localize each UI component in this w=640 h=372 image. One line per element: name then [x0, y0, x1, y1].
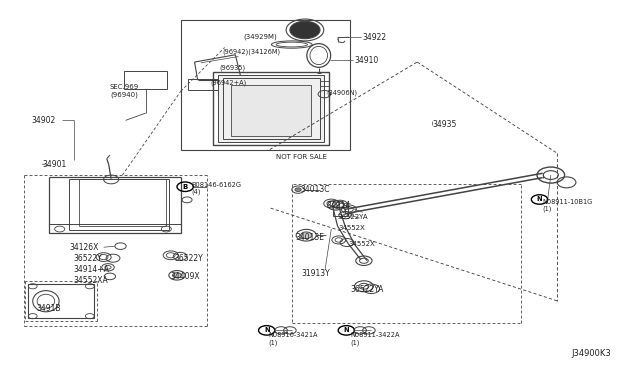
Circle shape [295, 188, 301, 192]
Text: N08916-3421A
(1): N08916-3421A (1) [269, 332, 318, 346]
Text: N: N [344, 327, 349, 333]
Text: 34914: 34914 [326, 201, 351, 210]
Bar [231, 85, 311, 136]
Text: N08911-3422A
(1): N08911-3422A (1) [350, 332, 399, 346]
Text: 31913Y: 31913Y [301, 269, 330, 278]
Text: B: B [182, 184, 188, 190]
Text: NOT FOR SALE: NOT FOR SALE [276, 154, 327, 160]
Text: 34409X: 34409X [171, 272, 200, 281]
Text: 36522Y: 36522Y [74, 254, 102, 263]
Bar [124, 71, 167, 89]
Text: 34910: 34910 [355, 57, 379, 65]
Circle shape [301, 232, 312, 238]
Text: 34914+A: 34914+A [74, 265, 109, 274]
Text: 34013C: 34013C [300, 185, 330, 194]
Text: 34901: 34901 [43, 160, 67, 169]
Text: 36522Y: 36522Y [175, 254, 204, 263]
Bar [180, 20, 350, 150]
Text: N08911-10B1G
(1): N08911-10B1G (1) [543, 199, 593, 212]
Text: (96942)(34126M): (96942)(34126M) [223, 49, 281, 55]
Text: (96935): (96935) [220, 64, 246, 71]
Bar [218, 75, 324, 142]
Text: 34552X: 34552X [348, 241, 375, 247]
Text: 34552XA: 34552XA [74, 276, 108, 285]
Text: 36522YA: 36522YA [350, 285, 383, 294]
Bar [333, 207, 348, 216]
Text: B08146-6162G
(4): B08146-6162G (4) [191, 182, 241, 195]
Bar [213, 72, 330, 145]
Text: N: N [537, 196, 542, 202]
Text: 34552X: 34552X [339, 225, 365, 231]
Text: 34013E: 34013E [295, 233, 324, 242]
Text: 36522YA: 36522YA [337, 214, 368, 220]
Text: 34126X: 34126X [69, 243, 99, 252]
Circle shape [173, 273, 181, 278]
Text: (34929M): (34929M) [243, 33, 277, 40]
Text: 34935: 34935 [433, 120, 457, 129]
Bar [320, 81, 330, 86]
Text: N: N [264, 327, 269, 333]
Bar [28, 285, 94, 318]
Bar [223, 78, 320, 140]
Text: 34902: 34902 [31, 116, 56, 125]
Text: 34922: 34922 [363, 33, 387, 42]
Text: (96942+A): (96942+A) [211, 80, 246, 86]
Text: (34906N): (34906N) [326, 90, 357, 96]
Bar [49, 224, 180, 233]
Circle shape [290, 21, 320, 39]
Bar [188, 79, 234, 90]
Text: 3491B: 3491B [36, 304, 61, 312]
Text: J34900K3: J34900K3 [571, 349, 611, 358]
Text: SEC.969
(96940): SEC.969 (96940) [110, 84, 139, 98]
